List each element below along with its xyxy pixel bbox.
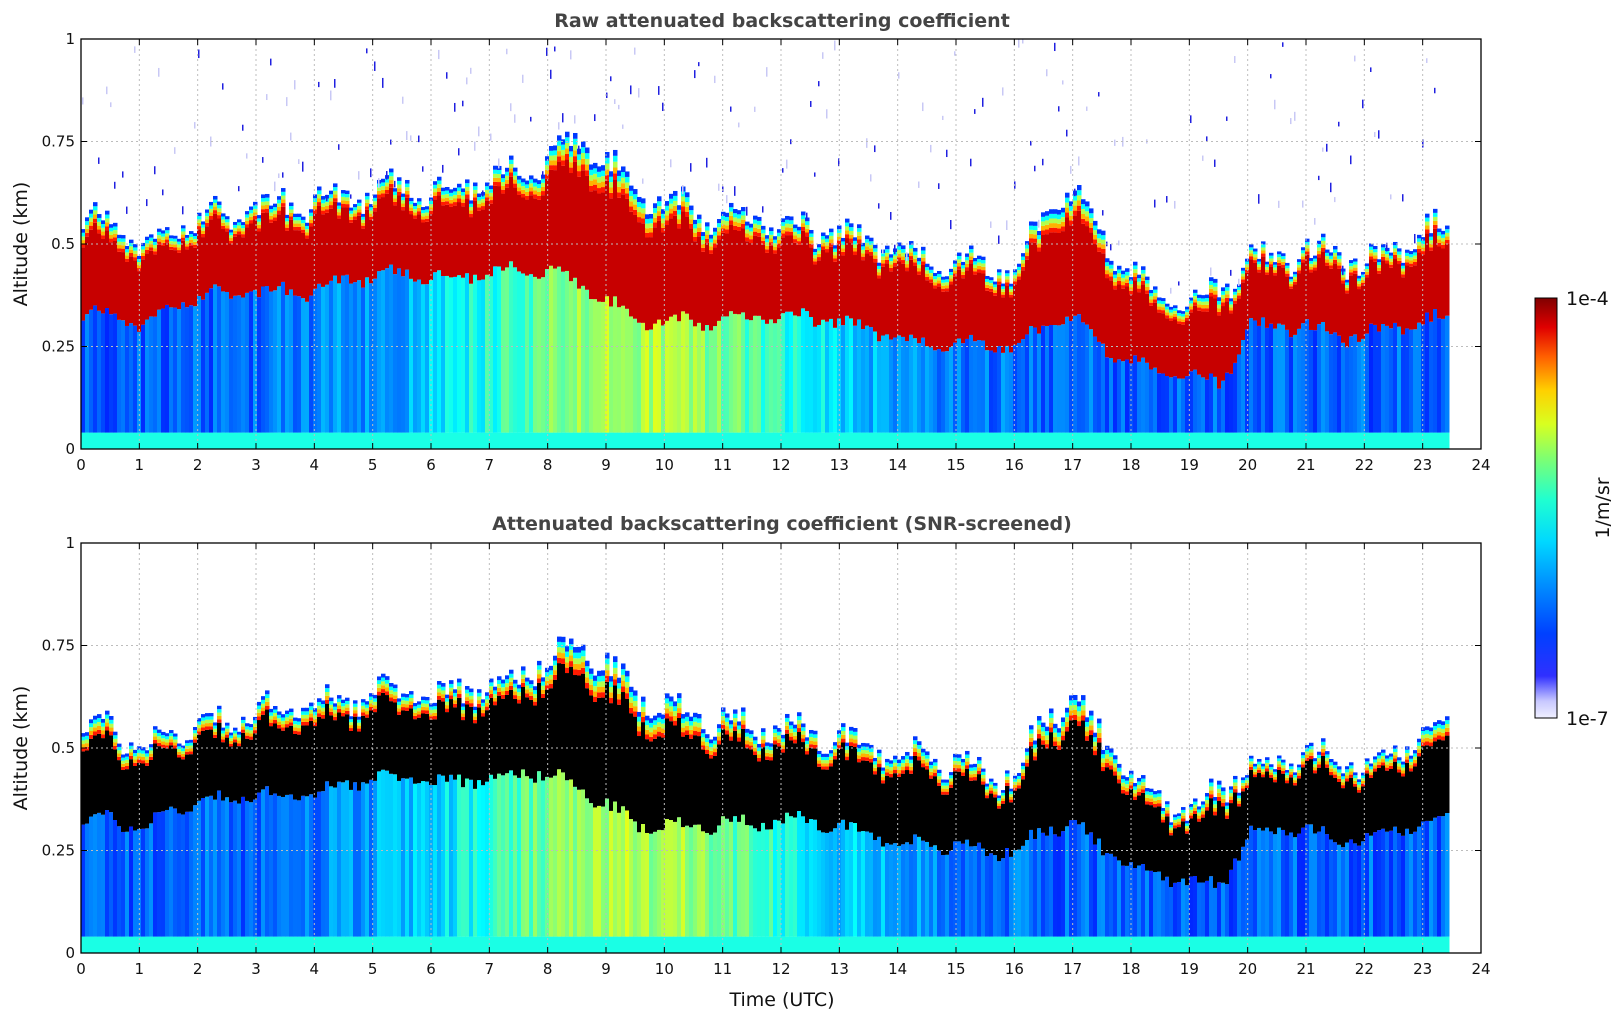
x-tick-label: 14: [888, 456, 907, 474]
x-tick-label: 24: [1471, 960, 1490, 978]
x-tick-label: 4: [310, 960, 320, 978]
x-tick-label: 9: [601, 456, 611, 474]
panel-screened-title: Attenuated backscattering coefficient (S…: [492, 513, 1072, 535]
x-tick-label: 20: [1238, 960, 1257, 978]
y-tick-label: 0.75: [42, 133, 75, 151]
x-tick-label: 18: [1121, 456, 1140, 474]
y-tick-label: 0.25: [42, 842, 75, 860]
x-tick-label: 17: [1063, 456, 1082, 474]
panel-screened-x-ticks: 0 1 2 3 4 5 6 7 8 9 10 11 12 13 14 15 16 17 18 19 20 21 22 23 24: [76, 543, 1491, 978]
y-tick-label: 1: [65, 534, 75, 552]
y-tick-label: 0.5: [51, 235, 75, 253]
x-tick-label: 23: [1413, 456, 1432, 474]
panel-screened-y-ticks: 0 0.25 0.5 0.75 1: [42, 534, 1481, 962]
x-tick-label: 11: [713, 456, 732, 474]
x-tick-label: 24: [1471, 456, 1490, 474]
colorbar-unit-label: 1/m/sr: [1592, 477, 1614, 538]
colorbar: 1e-4 1e-7 1/m/sr: [1534, 288, 1614, 730]
panel-raw: Raw attenuated backscattering coefficien…: [10, 10, 1491, 474]
x-tick-label: 4: [310, 456, 320, 474]
panel-raw-y-ticks: 0 0.25 0.5 0.75 1: [42, 30, 1481, 458]
x-tick-label: 0: [76, 456, 86, 474]
panel-screened-grid: [81, 543, 1481, 953]
x-tick-label: 21: [1296, 960, 1315, 978]
x-tick-label: 3: [251, 960, 261, 978]
x-tick-label: 8: [543, 456, 553, 474]
x-tick-label: 5: [368, 456, 378, 474]
x-tick-label: 1: [135, 456, 145, 474]
x-tick-label: 16: [1005, 456, 1024, 474]
x-tick-label: 3: [251, 456, 261, 474]
x-tick-label: 1: [135, 960, 145, 978]
x-tick-label: 16: [1005, 960, 1024, 978]
x-tick-label: 12: [771, 456, 790, 474]
panel-screened-heatmap: [81, 636, 1450, 953]
x-tick-label: 6: [426, 456, 436, 474]
x-tick-label: 13: [830, 456, 849, 474]
x-tick-label: 10: [655, 960, 674, 978]
panel-screened-ylabel: Altitude (km): [10, 686, 32, 811]
x-tick-label: 15: [946, 960, 965, 978]
panel-raw-ylabel: Altitude (km): [10, 182, 32, 307]
y-tick-label: 1: [65, 30, 75, 48]
x-tick-label: 22: [1355, 456, 1374, 474]
x-tick-label: 22: [1355, 960, 1374, 978]
x-tick-label: 9: [601, 960, 611, 978]
x-tick-label: 13: [830, 960, 849, 978]
x-tick-label: 2: [193, 456, 203, 474]
y-tick-label: 0.75: [42, 637, 75, 655]
x-tick-label: 17: [1063, 960, 1082, 978]
x-tick-label: 11: [713, 960, 732, 978]
x-tick-label: 19: [1180, 960, 1199, 978]
panel-raw-x-ticks: 0 1 2 3 4 5 6 7 8 9 10 11 12 13 14 15 16 17 18 19 20 21 22 23 24: [76, 39, 1491, 474]
x-tick-label: 8: [543, 960, 553, 978]
y-tick-label: 0.25: [42, 338, 75, 356]
x-tick-label: 6: [426, 960, 436, 978]
x-tick-label: 14: [888, 960, 907, 978]
y-tick-label: 0: [65, 944, 75, 962]
x-axis-label: Time (UTC): [728, 989, 834, 1011]
colorbar-max-label: 1e-4: [1566, 288, 1609, 310]
x-tick-label: 15: [946, 456, 965, 474]
panel-screened: Attenuated backscattering coefficient (S…: [10, 513, 1491, 1011]
x-tick-label: 7: [485, 960, 495, 978]
x-tick-label: 10: [655, 456, 674, 474]
y-tick-label: 0: [65, 440, 75, 458]
x-tick-label: 7: [485, 456, 495, 474]
colorbar-min-label: 1e-7: [1566, 708, 1609, 730]
y-tick-label: 0.5: [51, 739, 75, 757]
x-tick-label: 19: [1180, 456, 1199, 474]
panel-raw-title: Raw attenuated backscattering coefficien…: [554, 10, 1010, 32]
x-tick-label: 20: [1238, 456, 1257, 474]
panel-raw-grid: [81, 39, 1481, 449]
x-tick-label: 2: [193, 960, 203, 978]
x-tick-label: 23: [1413, 960, 1432, 978]
x-tick-label: 18: [1121, 960, 1140, 978]
x-tick-label: 0: [76, 960, 86, 978]
colorbar-gradient: [1534, 297, 1558, 719]
x-tick-label: 21: [1296, 456, 1315, 474]
panel-raw-heatmap: [81, 39, 1450, 449]
x-tick-label: 12: [771, 960, 790, 978]
x-tick-label: 5: [368, 960, 378, 978]
